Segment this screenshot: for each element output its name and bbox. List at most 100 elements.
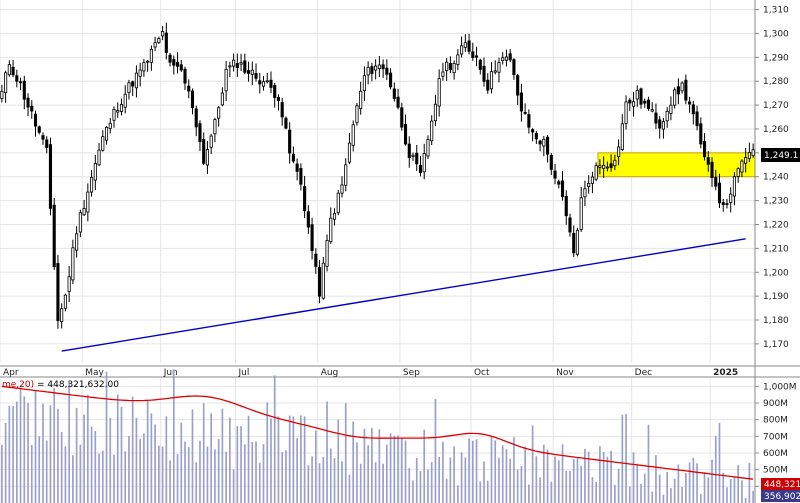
volume-bar	[670, 488, 672, 503]
candle	[351, 120, 355, 152]
candle-body	[374, 65, 378, 71]
volume-bar	[468, 438, 470, 503]
volume-bar	[415, 458, 418, 503]
volume-bar	[400, 437, 403, 503]
candle-body	[609, 163, 613, 168]
candle-body	[493, 70, 497, 73]
volume-bar	[744, 498, 747, 503]
volume-bar	[8, 405, 11, 503]
candle	[691, 100, 695, 125]
candle-body	[175, 61, 180, 67]
volume-bar	[270, 418, 272, 503]
candle	[658, 116, 662, 139]
candle-body	[463, 42, 467, 48]
candle	[187, 79, 191, 99]
candle	[7, 60, 11, 77]
candle-body	[538, 140, 542, 145]
candle-body	[90, 177, 94, 193]
candle-body	[546, 136, 550, 155]
candle	[33, 110, 38, 137]
candle-body	[617, 146, 621, 158]
price-tick-label: 1,300	[763, 29, 789, 39]
candle-body	[370, 66, 374, 74]
volume-bar	[86, 394, 89, 503]
candle-body	[407, 143, 411, 158]
price-tick-label: 1,310	[763, 6, 789, 16]
candle	[75, 226, 79, 258]
volume-bar	[554, 456, 556, 503]
candle-body	[235, 63, 239, 69]
volume-bar	[464, 457, 467, 503]
candle	[153, 36, 157, 52]
volume-bar	[557, 460, 560, 503]
candle	[344, 158, 348, 192]
candle-body	[613, 159, 617, 167]
candle	[546, 134, 550, 163]
candle-body	[680, 82, 684, 92]
volume-bar	[602, 452, 605, 503]
volume-bar	[53, 388, 56, 503]
candles-layer	[0, 22, 755, 329]
candle-body	[534, 132, 538, 140]
volume-bar	[124, 451, 127, 503]
price-tick-label: 1,170	[763, 340, 789, 350]
volume-bar	[225, 451, 227, 503]
volume-bar	[27, 402, 29, 503]
candle	[751, 143, 755, 158]
volume-bar	[344, 403, 347, 503]
candle-body	[654, 112, 658, 124]
month-label: Dec	[635, 368, 652, 378]
candle	[575, 227, 580, 257]
candle-body	[41, 135, 45, 140]
candle	[22, 75, 26, 110]
candle-body	[82, 208, 86, 216]
candle-body	[366, 66, 370, 76]
volume-tick-label: 900M	[763, 399, 788, 409]
candle-body	[310, 224, 314, 252]
candle	[676, 78, 680, 105]
volume-bar	[187, 447, 190, 503]
volume-bar	[322, 457, 325, 503]
candle-body	[351, 124, 355, 146]
candle	[448, 56, 452, 74]
candle-body	[418, 164, 423, 174]
volume-bar	[94, 431, 97, 503]
volume-bar	[277, 416, 280, 503]
candle	[740, 159, 744, 177]
volume-bar	[367, 445, 369, 503]
volume-bar	[389, 433, 392, 503]
volume-bar	[625, 414, 627, 503]
candle	[725, 198, 729, 209]
candle	[714, 169, 718, 191]
candle-body	[732, 176, 737, 197]
grid-layer	[0, 0, 755, 503]
candle-body	[396, 96, 400, 108]
volume-bar	[606, 456, 609, 503]
candle-body	[306, 211, 310, 228]
price-axis: 1,170 1,180 1,190 1,200 1,210 1,220 1,230 1,240…	[754, 0, 800, 503]
candle-body	[452, 63, 456, 74]
volume-bar	[449, 457, 452, 503]
candle	[303, 175, 307, 219]
candle	[643, 98, 647, 108]
volume-bar	[479, 481, 482, 503]
volume-bar	[311, 456, 313, 503]
candle-body	[740, 160, 744, 173]
candle	[493, 60, 497, 75]
candle-body	[542, 138, 546, 147]
volume-bar	[457, 485, 459, 503]
candle	[564, 190, 568, 225]
candle	[688, 96, 692, 113]
candle-body	[560, 180, 565, 198]
candle	[269, 71, 273, 94]
volume-bar	[199, 440, 201, 503]
volume-bar	[38, 436, 41, 503]
candle	[314, 248, 318, 274]
candle-body	[93, 163, 97, 181]
candle	[15, 69, 19, 88]
volume-bar	[243, 444, 246, 503]
volume-bar	[19, 387, 22, 503]
candle	[112, 106, 116, 128]
volume-bar	[382, 463, 384, 503]
